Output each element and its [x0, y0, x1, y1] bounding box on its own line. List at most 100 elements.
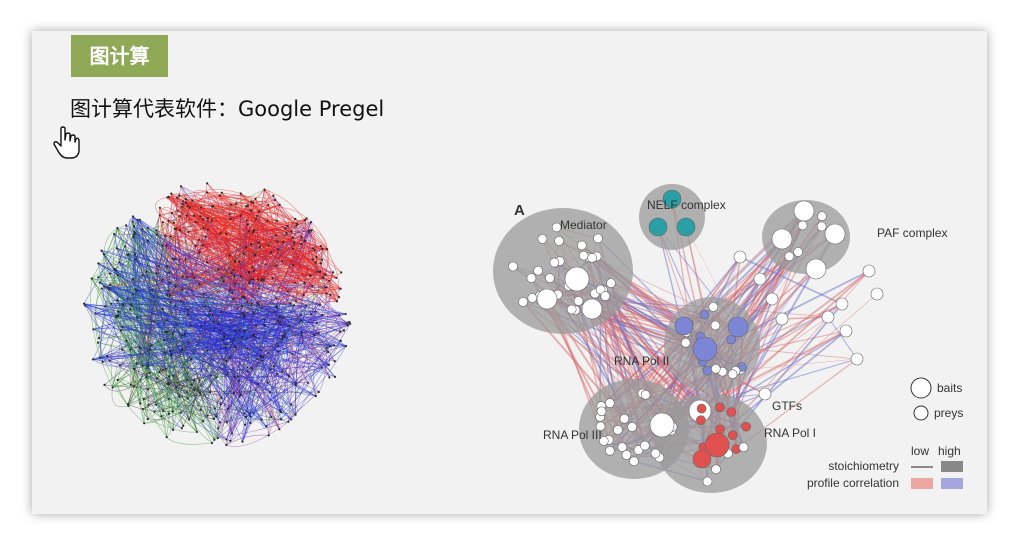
network-edge: [249, 222, 312, 274]
network-edge: [234, 261, 250, 283]
network-node: [141, 228, 144, 231]
network-edge: [207, 333, 285, 351]
network-node: [306, 381, 309, 384]
network-node: [250, 302, 253, 305]
legend-baits-label: baits: [937, 381, 962, 395]
prey-node: [650, 448, 661, 459]
prey-node: [862, 264, 876, 278]
prey-node: [710, 320, 721, 331]
network-node: [317, 331, 320, 335]
network-node: [190, 289, 193, 292]
network-edge: [143, 321, 350, 400]
network-edge: [92, 352, 275, 367]
network-node: [178, 194, 181, 197]
network-node: [304, 219, 307, 222]
network-node: [172, 221, 175, 224]
network-node: [161, 307, 164, 310]
network-node: [169, 301, 172, 304]
network-edge: [116, 248, 169, 384]
network-edge: [226, 394, 241, 446]
prey-node: [508, 261, 518, 272]
network-node: [117, 314, 120, 317]
network-edge: [84, 305, 140, 349]
prey-node: [527, 293, 538, 303]
prey-node: [619, 413, 630, 424]
network-node: [233, 275, 236, 278]
bait-node: [676, 217, 696, 237]
network-node: [210, 219, 213, 222]
network-node: [120, 329, 123, 332]
legend: baits preys low high stoichiometry profi…: [807, 377, 963, 490]
network-node: [314, 310, 317, 313]
network-node: [320, 262, 323, 265]
network-node: [332, 271, 335, 274]
network-node: [243, 412, 246, 415]
network-node: [167, 397, 170, 400]
network-node: [162, 368, 165, 371]
network-node: [290, 230, 293, 233]
network-node: [166, 196, 169, 199]
nelf-label: NELF complex: [647, 198, 726, 212]
network-node: [295, 300, 298, 303]
network-node: [127, 404, 130, 407]
network-edge: [132, 221, 217, 378]
prey-node: [775, 312, 789, 326]
network-node: [250, 209, 253, 212]
network-node: [335, 276, 338, 279]
network-node: [193, 276, 196, 279]
network-edge: [263, 279, 309, 383]
network-edge: [170, 235, 245, 299]
network-edge: [99, 221, 133, 283]
network-node: [278, 315, 281, 318]
network-edge: [122, 326, 329, 366]
network-node: [256, 214, 259, 217]
network-node: [94, 312, 97, 315]
network-node: [162, 409, 165, 412]
section-tag: 图计算: [71, 35, 168, 77]
network-node: [278, 409, 282, 412]
bait-node: [648, 217, 668, 237]
prey-node: [793, 247, 803, 257]
network-node: [176, 209, 179, 212]
network-node: [233, 282, 236, 285]
network-node: [135, 362, 138, 365]
prey-node: [554, 236, 564, 246]
network-edge: [237, 376, 262, 420]
network-node: [220, 276, 223, 279]
bait-node: [805, 258, 827, 280]
network-node: [338, 314, 341, 317]
network-node: [151, 288, 154, 291]
network-node: [198, 251, 201, 254]
network-node: [319, 270, 322, 273]
network-edge: [189, 384, 198, 432]
network-node: [236, 307, 239, 310]
prey-node: [587, 253, 597, 263]
network-edge: [107, 286, 206, 307]
network-edge: [292, 248, 304, 283]
network-edge: [179, 195, 241, 395]
network-node: [181, 333, 184, 337]
network-node: [339, 287, 342, 290]
network-node: [327, 350, 330, 354]
network-edge: [176, 387, 198, 432]
network-edge: [241, 275, 311, 280]
network-node: [300, 243, 303, 246]
network-node: [233, 345, 236, 348]
network-node: [136, 315, 139, 318]
network-node: [110, 302, 113, 305]
network-edge: [98, 342, 164, 370]
prey-node: [711, 464, 721, 475]
network-node: [117, 310, 120, 313]
network-node: [201, 244, 204, 247]
prey-node: [578, 250, 589, 261]
network-node: [186, 308, 189, 311]
network-node: [146, 418, 149, 421]
network-edge: [226, 434, 269, 446]
network-node: [157, 264, 160, 268]
network-edge: [253, 334, 266, 385]
network-node: [127, 253, 130, 256]
network-node: [333, 344, 336, 347]
network-node: [108, 272, 111, 275]
network-node: [333, 375, 337, 378]
network-edge: [220, 233, 323, 260]
